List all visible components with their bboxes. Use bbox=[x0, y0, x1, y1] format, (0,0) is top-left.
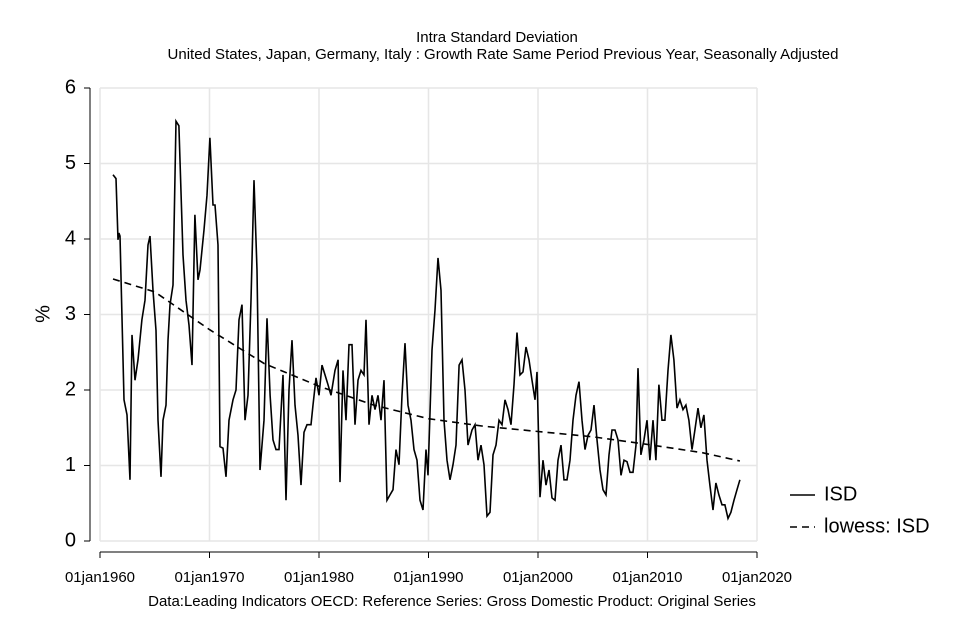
x-tick-label: 01jan2010 bbox=[612, 569, 682, 586]
y-tick-label: 2 bbox=[65, 378, 76, 400]
y-tick-label: 1 bbox=[65, 454, 76, 476]
x-tick-label: 01jan1980 bbox=[284, 569, 354, 586]
series-line bbox=[112, 118, 741, 521]
legend-label: lowess: ISD bbox=[824, 515, 930, 537]
chart-note: Data:Leading Indicators OECD: Reference … bbox=[148, 593, 756, 610]
series-line bbox=[112, 278, 741, 462]
x-tick-label: 01jan1960 bbox=[65, 569, 135, 586]
y-axis-label: % bbox=[32, 305, 54, 323]
x-tick-label: 01jan2000 bbox=[503, 569, 573, 586]
y-tick-label: 3 bbox=[65, 303, 76, 325]
y-tick-label: 5 bbox=[65, 152, 76, 174]
y-tick-label: 0 bbox=[65, 529, 76, 551]
y-tick-label: 4 bbox=[65, 227, 76, 249]
x-tick-label: 01jan1970 bbox=[174, 569, 244, 586]
legend-label: ISD bbox=[824, 483, 857, 505]
x-tick-label: 01jan2020 bbox=[722, 569, 792, 586]
chart-title: Intra Standard Deviation bbox=[416, 29, 578, 46]
x-tick-label: 01jan1990 bbox=[393, 569, 463, 586]
y-tick-label: 6 bbox=[65, 76, 76, 98]
chart-subtitle: United States, Japan, Germany, Italy : G… bbox=[168, 46, 839, 63]
